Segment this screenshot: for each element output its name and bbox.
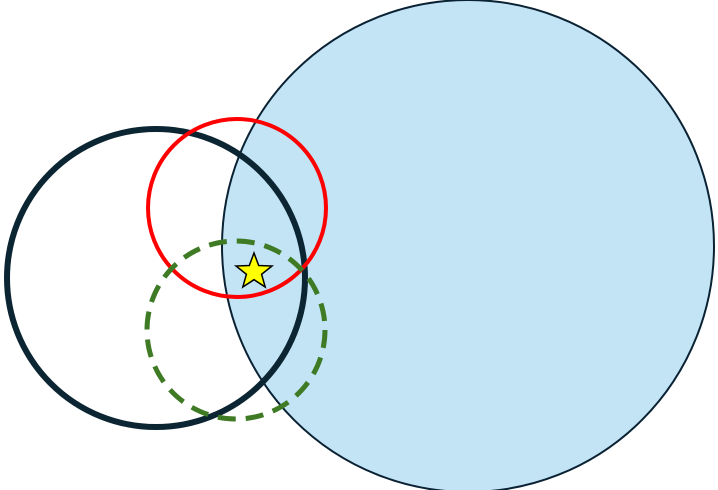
green-dashed-circle xyxy=(144,238,328,422)
red-circle xyxy=(146,117,328,299)
large-blue-circle xyxy=(221,0,715,490)
star-icon xyxy=(233,250,275,289)
dark-navy-circle xyxy=(4,126,308,430)
